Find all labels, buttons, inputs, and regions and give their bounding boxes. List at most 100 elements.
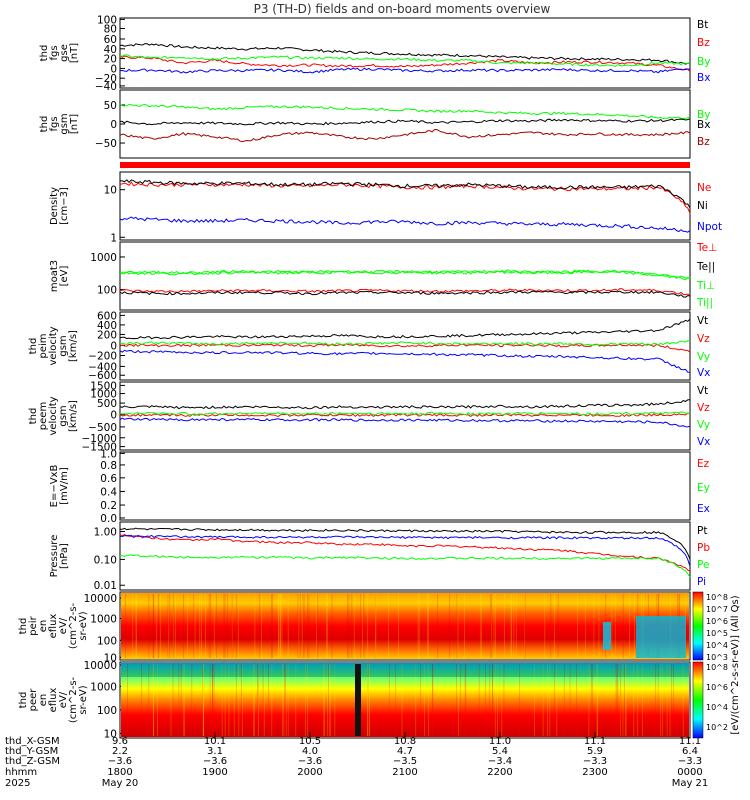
legend-Ne: Ne	[697, 182, 711, 194]
panel-frame	[119, 591, 691, 661]
x-tick-label: 2.2	[112, 746, 128, 757]
mode-bar	[120, 162, 690, 168]
panel-frame	[119, 381, 691, 451]
y-axis-label: gsm	[58, 335, 69, 356]
chart-title: P3 (TH-D) fields and on-board moments ov…	[254, 2, 551, 16]
series-line-Pi	[119, 534, 691, 567]
series-line-Vz	[119, 412, 691, 418]
x-tick-label: 11.1	[584, 736, 606, 747]
y-tick-label: 400	[97, 320, 117, 332]
y-axis-label: thd	[28, 338, 39, 355]
legend-Te⊥: Te⊥	[696, 242, 717, 254]
y-axis-label: [nT]	[69, 114, 80, 134]
x-row-label: thd_Y-GSM	[5, 746, 58, 757]
y-tick-label: 0	[110, 340, 117, 352]
y-tick-label: −200	[88, 351, 117, 363]
x-end-date: May 21	[672, 778, 709, 789]
legend-Vx: Vx	[697, 436, 710, 448]
y-axis-label: velocity	[48, 396, 59, 435]
y-axis-label: [nT]	[69, 43, 80, 63]
y-axis-label: thd	[18, 692, 29, 709]
y-tick-label: 0.8	[100, 460, 117, 472]
series-line-Ni	[119, 179, 691, 209]
panel-frame	[119, 241, 691, 311]
legend-Vz: Vz	[697, 333, 710, 345]
series-line-Vz	[119, 343, 691, 353]
legend-Pi: Pi	[697, 576, 706, 588]
series-line-Bz	[119, 128, 691, 143]
x-tick-label: 1800	[107, 767, 132, 778]
x-tick-label: 5.4	[492, 746, 508, 757]
legend-Ey: Ey	[697, 482, 710, 494]
colorbars-group: 10^810^710^610^510^410^310^810^610^410^2…	[692, 591, 741, 739]
y-axis-label: gsm	[59, 113, 70, 134]
legend-Npot: Npot	[697, 221, 722, 233]
y-axis-label: peer	[28, 688, 39, 712]
y-tick-label: 0	[110, 410, 117, 422]
y-tick-label: 0.10	[94, 554, 117, 566]
panel-electron_spectrogram: 10000 1000 100 10 thd peer en eflux eV/(cm^2-s-s…	[18, 660, 691, 740]
y-axis-label: peem	[38, 402, 49, 430]
legend-Ez: Ez	[697, 458, 710, 470]
y-tick-label: 20	[104, 54, 117, 66]
legend-Bz: Bz	[697, 136, 710, 148]
y-tick-label: 10	[104, 652, 117, 664]
y-axis-label: fgs	[49, 116, 60, 131]
series-line-Vy	[119, 411, 691, 416]
panel-density: 10 1 Density [cm−3] Ne Ni Npot	[49, 171, 722, 244]
series-line-Bx	[119, 67, 690, 74]
legend-Bx: Bx	[697, 72, 710, 84]
y-axis-label: peir	[28, 615, 39, 635]
panel-pressure: 1.00 0.10 0.01 Pressure [nPa] Pt Pb Pe Pi	[49, 521, 710, 592]
y-tick-label: 200	[97, 329, 117, 341]
legend-Bz: Bz	[697, 37, 710, 49]
legend-Te||: Te||	[696, 261, 715, 273]
colorbar-tick-label: 10^8	[706, 593, 728, 602]
y-axis-label: eV/	[58, 617, 69, 634]
legend-Pe: Pe	[697, 559, 709, 571]
x-tick-label: −3.3	[583, 756, 607, 767]
x-tick-label: 0000	[677, 767, 702, 778]
spectrogram-data-gap	[355, 664, 361, 736]
y-tick-label: −20	[95, 73, 117, 85]
spectrogram-image	[121, 593, 689, 659]
series-line-Vx	[119, 349, 691, 373]
y-tick-label: 10	[104, 728, 117, 740]
x-year-label: 2025	[5, 778, 30, 789]
panel-efield: 1.00.80.60.4 0.20.0 E=−VxB [mV/m] Ez Ey Ex	[49, 448, 710, 525]
series-line-Vy	[119, 340, 691, 346]
x-tick-label: −3.5	[393, 756, 417, 767]
y-tick-label: 0.4	[100, 486, 117, 498]
y-axis-label: velocity	[48, 326, 59, 365]
y-tick-label: 1.0	[100, 448, 117, 460]
y-axis-label: thd	[39, 116, 50, 133]
legend-Bt: Bt	[697, 19, 708, 31]
y-tick-label: 1000	[90, 681, 117, 693]
y-tick-label: 80	[104, 24, 117, 36]
x-tick-label: −3.6	[298, 756, 322, 767]
y-tick-label: 100	[97, 705, 117, 717]
y-tick-label: −50	[95, 138, 117, 150]
x-tick-label: 1900	[202, 767, 227, 778]
panel-frame	[119, 17, 691, 89]
legend-Vy: Vy	[697, 351, 710, 363]
x-tick-label: 5.9	[587, 746, 603, 757]
legend-Vt: Vt	[697, 385, 708, 397]
series-line-Pe	[119, 554, 691, 578]
y-axis-label: peim	[38, 333, 49, 358]
x-tick-label: 2100	[392, 767, 417, 778]
x-tick-label: 4.7	[397, 746, 413, 757]
y-axis-label: sr-eV)	[78, 685, 89, 714]
y-tick-label: 600	[97, 310, 117, 322]
x-tick-label: −3.6	[203, 756, 227, 767]
series-line-Npot	[119, 216, 691, 233]
legend-Ni: Ni	[697, 200, 708, 212]
legend-Ti⊥: Ti⊥	[696, 280, 715, 292]
y-tick-label: 60	[104, 34, 117, 46]
y-axis-label: (cm^2-s-	[68, 676, 79, 723]
x-tick-label: 11.1	[679, 736, 701, 747]
y-tick-label: 10000	[84, 593, 117, 605]
series-line-Vt	[119, 399, 691, 410]
series-line-Ti||	[119, 270, 691, 281]
